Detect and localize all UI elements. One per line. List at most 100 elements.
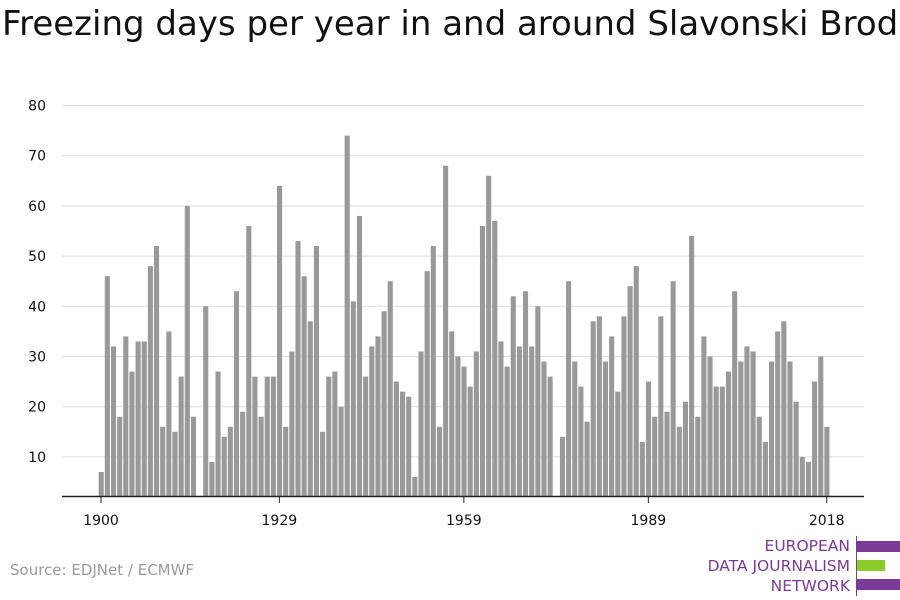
bar-1949 bbox=[400, 391, 406, 496]
bar-1935 bbox=[313, 246, 319, 496]
bar-1993 bbox=[670, 281, 676, 496]
bar-1946 bbox=[381, 311, 387, 496]
bar-1910 bbox=[160, 426, 166, 496]
bar-1909 bbox=[154, 246, 160, 496]
bar-1987 bbox=[633, 266, 639, 496]
bar-2016 bbox=[812, 381, 818, 496]
bar-1965 bbox=[498, 341, 504, 496]
logo-line-2: DATA JOURNALISM bbox=[707, 557, 850, 575]
bar-2003 bbox=[732, 291, 738, 496]
bar-2004 bbox=[738, 361, 744, 496]
bar-1968 bbox=[516, 346, 522, 496]
bar-2012 bbox=[787, 361, 793, 496]
bar-1911 bbox=[166, 331, 172, 496]
bar-2001 bbox=[719, 386, 725, 496]
bar-1985 bbox=[621, 316, 627, 496]
bar-1943 bbox=[363, 376, 369, 496]
bar-1999 bbox=[707, 356, 713, 496]
bar-1912 bbox=[172, 431, 178, 496]
bar-1901 bbox=[104, 276, 110, 496]
bar-1940 bbox=[344, 135, 350, 496]
chart-title: Freezing days per year in and around Sla… bbox=[2, 4, 899, 44]
bar-1958 bbox=[455, 356, 461, 496]
bar-1902 bbox=[110, 346, 117, 496]
bar-2018 bbox=[824, 426, 830, 496]
logo-bar-purple-bottom bbox=[857, 579, 900, 590]
bar-1984 bbox=[615, 391, 621, 496]
bar-1981 bbox=[596, 316, 602, 496]
bar-1979 bbox=[584, 421, 590, 496]
bar-1951 bbox=[412, 476, 418, 496]
bar-2010 bbox=[775, 331, 781, 496]
bar-1995 bbox=[682, 401, 688, 496]
bar-2009 bbox=[769, 361, 775, 496]
logo-line-3: NETWORK bbox=[770, 577, 850, 595]
bar-2015 bbox=[805, 461, 811, 496]
bar-1961 bbox=[473, 351, 479, 496]
bar-1942 bbox=[356, 215, 363, 496]
bar-2013 bbox=[793, 401, 799, 496]
bar-1956 bbox=[443, 165, 449, 497]
bar-1905 bbox=[129, 371, 135, 496]
x-tick-label: 1989 bbox=[631, 513, 667, 529]
bar-1972 bbox=[541, 361, 547, 496]
y-tick-label: 80 bbox=[28, 99, 46, 115]
bar-1924 bbox=[246, 225, 252, 497]
bar-1945 bbox=[375, 336, 381, 496]
bar-2005 bbox=[744, 346, 750, 496]
bar-1964 bbox=[492, 220, 498, 496]
y-tick-label: 40 bbox=[28, 299, 46, 315]
bar-1950 bbox=[406, 396, 412, 496]
bar-1922 bbox=[233, 291, 240, 496]
bar-1992 bbox=[664, 411, 670, 496]
bar-1990 bbox=[652, 416, 658, 496]
bar-2000 bbox=[713, 386, 719, 496]
bar-2008 bbox=[762, 441, 768, 496]
bar-1953 bbox=[424, 271, 430, 496]
bar-1921 bbox=[227, 426, 233, 496]
bar-1926 bbox=[258, 416, 264, 496]
logo-bar-purple-top bbox=[857, 541, 900, 552]
logo-line-1: EUROPEAN bbox=[764, 537, 850, 555]
bar-1908 bbox=[147, 266, 153, 496]
bar-1996 bbox=[689, 236, 695, 496]
bar-1989 bbox=[646, 381, 652, 496]
y-tick-label: 60 bbox=[28, 199, 46, 215]
bar-1952 bbox=[418, 351, 424, 496]
bar-1969 bbox=[523, 291, 529, 496]
bar-1967 bbox=[510, 296, 516, 496]
bar-1904 bbox=[123, 336, 129, 496]
bar-1977 bbox=[572, 361, 578, 496]
bar-1976 bbox=[566, 281, 572, 496]
y-tick-label: 20 bbox=[28, 400, 46, 416]
bar-2002 bbox=[725, 371, 732, 496]
bar-1957 bbox=[449, 331, 455, 496]
x-tick-label: 1959 bbox=[446, 513, 482, 529]
bar-1955 bbox=[436, 426, 442, 496]
bar-1980 bbox=[590, 321, 596, 496]
bar-1927 bbox=[264, 376, 270, 496]
bar-1928 bbox=[270, 376, 276, 496]
edjnet-logo: EUROPEAN DATA JOURNALISM NETWORK bbox=[700, 536, 900, 596]
bar-1917 bbox=[203, 306, 209, 496]
bar-1997 bbox=[695, 416, 701, 496]
bar-2011 bbox=[781, 321, 787, 496]
bar-1907 bbox=[141, 341, 147, 496]
source-note: Source: EDJNet / ECMWF bbox=[10, 561, 195, 579]
bar-1915 bbox=[190, 416, 196, 496]
bar-1900 bbox=[98, 471, 104, 496]
y-tick-label: 10 bbox=[28, 450, 46, 466]
x-tick-label: 1929 bbox=[262, 513, 298, 529]
bar-1947 bbox=[387, 281, 393, 496]
bar-1954 bbox=[430, 246, 436, 496]
bar-1914 bbox=[184, 205, 190, 496]
bar-1939 bbox=[338, 406, 344, 496]
bar-1978 bbox=[578, 386, 584, 496]
bar-1933 bbox=[301, 276, 307, 496]
logo-divider bbox=[856, 536, 857, 596]
bar-1983 bbox=[609, 336, 615, 496]
bar-2014 bbox=[799, 456, 805, 496]
bar-1988 bbox=[639, 441, 645, 496]
logo-bar-green bbox=[857, 560, 885, 571]
x-tick-label: 1900 bbox=[83, 513, 119, 529]
